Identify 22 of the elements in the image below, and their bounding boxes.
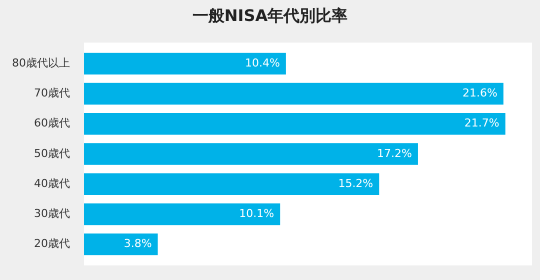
bar <box>84 143 418 165</box>
bar <box>84 113 506 135</box>
data-label: 21.7% <box>464 116 500 130</box>
data-label: 17.2% <box>377 146 412 160</box>
y-tick-label: 80歳代以上 <box>12 56 70 70</box>
y-tick-label: 20歳代 <box>34 237 70 250</box>
bar <box>84 203 280 226</box>
data-label: 10.4% <box>244 56 280 70</box>
data-label: 21.6% <box>462 86 498 100</box>
data-label: 10.1% <box>239 207 274 220</box>
data-label: 15.2% <box>338 176 374 190</box>
data-label: 3.8% <box>124 237 152 250</box>
y-tick-label: 50歳代 <box>34 146 70 160</box>
chart-title: 一般NISA年代別比率 <box>191 6 349 27</box>
bar <box>84 173 380 195</box>
bar <box>84 234 158 256</box>
y-tick-label: 60歳代 <box>34 116 70 130</box>
bar <box>84 52 286 74</box>
y-tick-label: 40歳代 <box>34 176 70 190</box>
y-tick-label: 70歳代 <box>34 86 70 100</box>
y-tick-label: 30歳代 <box>34 207 70 220</box>
bar <box>84 82 504 105</box>
